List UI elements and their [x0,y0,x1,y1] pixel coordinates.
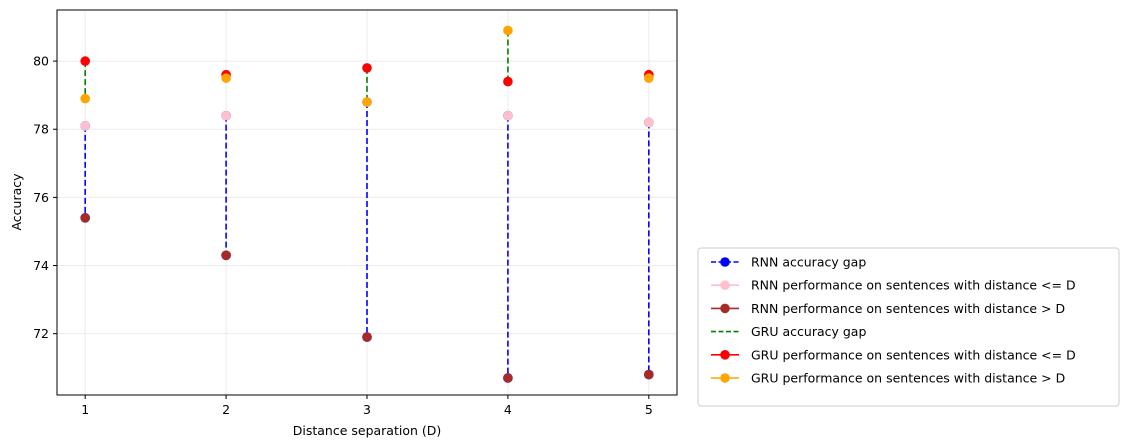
rnn-le-point [503,110,513,121]
y-axis-label: Accuracy [9,173,24,231]
x-axis-ticks: 1 2 3 4 5 [81,395,653,417]
legend-label: GRU performance on sentences with distan… [751,371,1065,386]
rnn-gt-point [362,332,372,342]
gru-le-point [80,56,90,66]
rnn-gt-point [503,373,513,383]
gru-gt-point [362,97,372,107]
legend-marker [720,373,730,383]
data-points [80,25,654,383]
y-tick-label: 76 [33,190,49,205]
rnn-le-point [221,110,231,121]
y-tick-label: 72 [33,326,49,341]
legend: RNN accuracy gap RNN performance on sente… [697,247,1120,407]
gru-gt-point [644,73,654,83]
legend-label: RNN performance on sentences with distan… [751,278,1076,293]
gru-gt-point [221,73,231,83]
gru-gt-point [80,93,90,104]
legend-label: GRU performance on sentences with distan… [751,347,1076,362]
x-tick-label: 2 [222,402,230,417]
legend-label: RNN performance on sentences with distan… [751,301,1065,316]
legend-box [697,247,1120,407]
legend-marker [720,303,730,314]
gru-le-point [362,63,372,73]
gap-lines [84,30,650,378]
legend-marker [720,280,730,291]
x-tick-label: 3 [363,402,371,417]
rnn-gt-point [221,250,231,261]
legend-label: GRU accuracy gap [751,324,866,339]
gru-gt-point [503,25,513,36]
x-axis-label: Distance separation (D) [293,423,442,438]
gru-le-point [503,76,513,87]
rnn-le-point [80,121,90,131]
x-tick-label: 4 [504,402,512,417]
legend-label: RNN accuracy gap [751,255,866,270]
y-tick-label: 80 [33,54,49,69]
rnn-le-point [644,117,654,128]
x-tick-label: 1 [81,402,89,417]
y-axis-ticks: 72 74 76 78 80 [33,54,57,341]
rnn-gt-point [644,369,654,380]
legend-marker [720,257,730,267]
x-tick-label: 5 [645,402,653,417]
y-tick-label: 78 [33,122,49,137]
y-tick-label: 74 [33,258,49,273]
rnn-gt-point [80,213,90,223]
legend-marker [720,350,730,360]
